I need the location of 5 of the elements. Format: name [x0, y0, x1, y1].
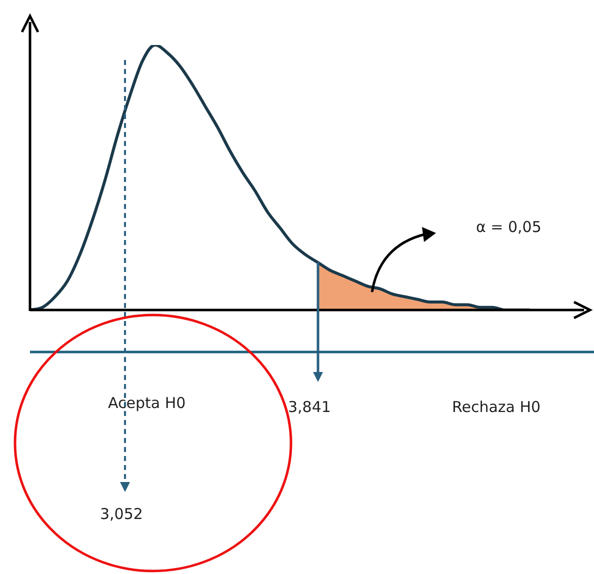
annotation: α = 0,05 — [476, 218, 542, 236]
text: Acepta H0 — [108, 394, 186, 412]
text: Rechaza H0 — [452, 398, 541, 416]
text: 3,841 — [288, 398, 331, 416]
text: 3,052 — [100, 505, 143, 523]
